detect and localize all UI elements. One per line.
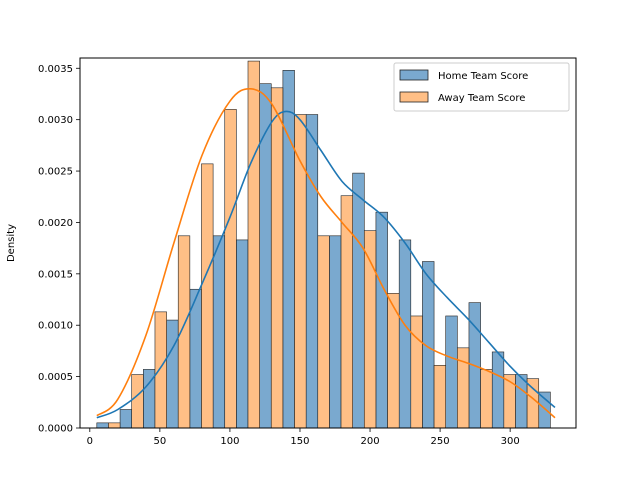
home-bar <box>398 239 412 429</box>
x-tick-label: 200 <box>360 436 379 447</box>
y-tick-label: 0.0015 <box>38 269 73 280</box>
away-bar <box>201 163 214 429</box>
y-tick-label: 0.0005 <box>38 372 73 383</box>
y-axis-label: Density <box>6 224 17 262</box>
home-bar <box>375 211 388 429</box>
home-kde-line <box>96 110 556 419</box>
away-bar <box>410 315 423 429</box>
away-bar <box>317 235 330 429</box>
home-bar <box>538 391 551 429</box>
home-bar <box>352 172 365 429</box>
away-bar <box>247 60 260 429</box>
away-bar <box>526 378 540 429</box>
away-bar <box>480 369 493 429</box>
home-bar <box>445 315 458 429</box>
home-bar <box>282 70 295 429</box>
home-bar <box>166 319 179 429</box>
away-legend-label: Away Team Score <box>438 93 525 104</box>
y-tick-label: 0.0030 <box>38 115 73 126</box>
home-bar <box>491 351 505 429</box>
away-bar <box>154 311 167 429</box>
plot-frame <box>79 57 577 429</box>
away-bar <box>503 374 516 429</box>
away-bar <box>131 374 144 429</box>
x-tick-label: 150 <box>290 436 309 447</box>
kde-curves <box>96 87 556 419</box>
home-legend-swatch <box>399 69 429 81</box>
away-bar <box>224 109 237 429</box>
home-bar <box>305 114 319 429</box>
y-tick-label: 0.0020 <box>38 218 73 229</box>
x-axis: 0 50 100 150 200 250 300 <box>87 428 520 447</box>
home-bar <box>212 235 226 429</box>
home-bar <box>189 288 202 429</box>
y-axis: 0.0000 0.0005 0.0010 0.0015 0.0020 0.0025 0.00… <box>38 64 80 435</box>
x-tick-label: 250 <box>431 436 450 447</box>
home-bar <box>119 409 133 429</box>
home-bar <box>96 422 109 429</box>
away-kde-line <box>96 87 556 419</box>
away-bar <box>340 195 353 429</box>
histogram-bars <box>96 60 551 429</box>
home-legend-label: Home Team Score <box>438 71 528 82</box>
x-tick-label: 100 <box>220 436 239 447</box>
x-tick-label: 50 <box>153 436 166 447</box>
away-bar <box>108 422 121 429</box>
y-tick-label: 0.0010 <box>38 321 73 332</box>
home-bar <box>259 83 272 429</box>
y-tick-label: 0.0025 <box>38 167 73 178</box>
y-tick-label: 0.0035 <box>38 64 73 75</box>
y-tick-label: 0.0000 <box>38 424 73 435</box>
x-tick-label: 0 <box>87 436 93 447</box>
away-legend-swatch <box>399 91 429 103</box>
x-tick-label: 300 <box>501 436 520 447</box>
away-bar <box>433 365 446 429</box>
legend: Home Team Score Away Team Score <box>393 62 570 112</box>
legend-box <box>393 62 570 112</box>
home-bar <box>329 235 342 429</box>
away-bar <box>270 87 284 429</box>
home-bar <box>236 239 249 429</box>
